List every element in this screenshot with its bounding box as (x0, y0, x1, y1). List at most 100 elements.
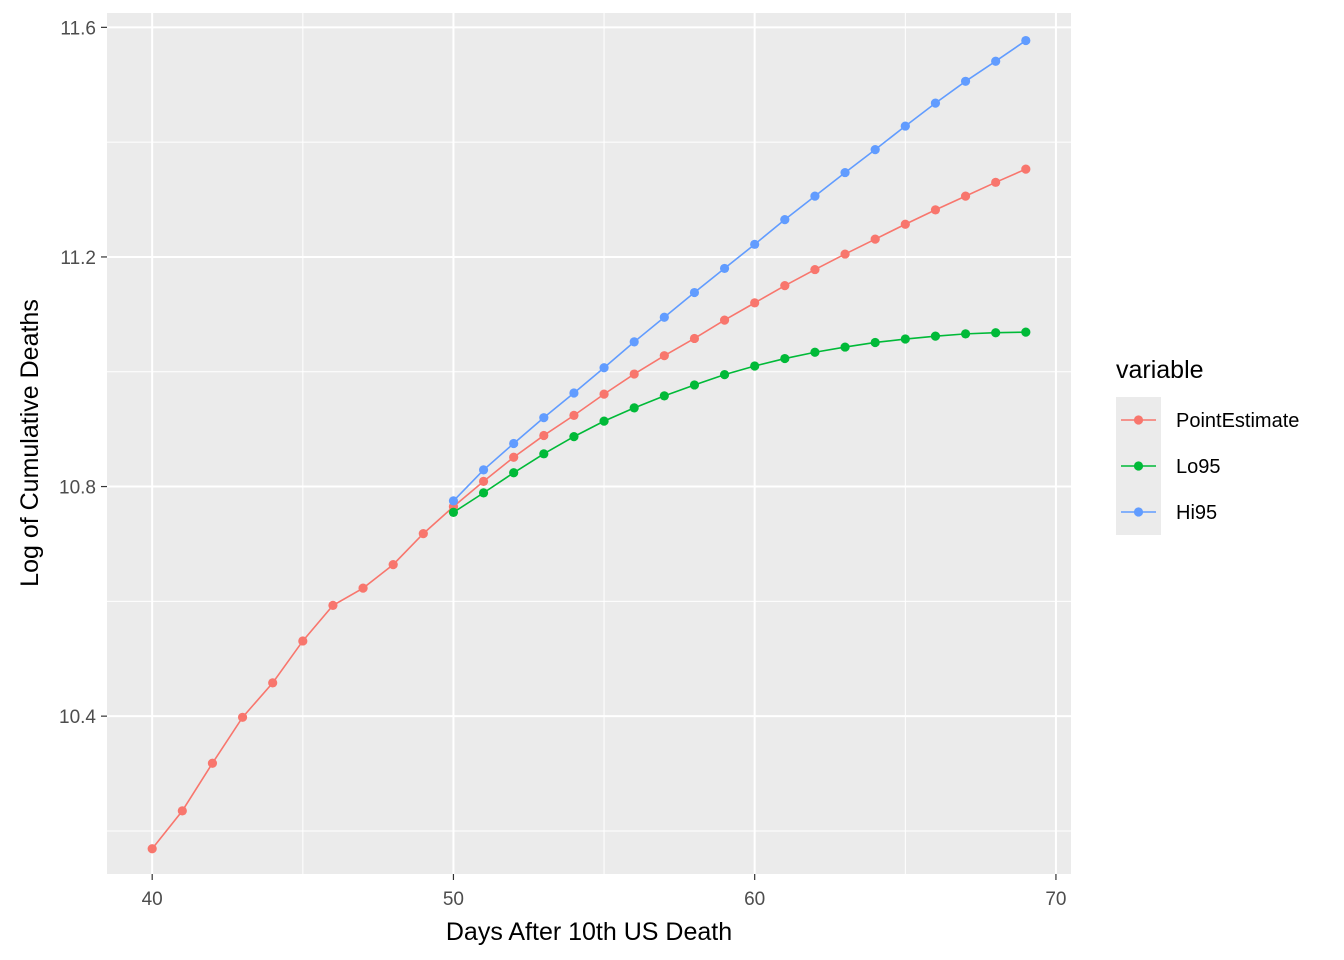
data-point (810, 191, 820, 201)
data-point (629, 403, 639, 413)
data-point (478, 476, 489, 486)
y-tick-label: 11.6 (60, 18, 96, 39)
data-point (780, 353, 790, 364)
data-point (147, 844, 157, 854)
data-point (810, 264, 820, 275)
series-lo95 (448, 327, 1031, 517)
data-point (1021, 327, 1031, 337)
legend-item-hi95: Hi95 (1121, 502, 1217, 524)
data-point (629, 337, 639, 347)
data-point (689, 380, 700, 390)
data-point (780, 215, 790, 225)
data-point (448, 496, 459, 506)
data-point (719, 370, 730, 380)
data-point (509, 438, 519, 449)
data-point (960, 191, 971, 201)
data-point (599, 363, 609, 373)
data-point (237, 712, 248, 722)
x-tick-label: 70 (1045, 889, 1066, 910)
data-point (900, 219, 910, 229)
series-line (453, 331, 1026, 514)
plot-panel (107, 13, 1071, 874)
data-point (1021, 35, 1031, 46)
data-point (840, 249, 850, 259)
data-point (509, 452, 519, 462)
x-axis: 40 50 60 70 (142, 874, 1067, 910)
data-point (629, 369, 639, 379)
data-point (539, 449, 549, 459)
data-point (599, 389, 609, 399)
data-point (900, 334, 910, 344)
data-point (478, 465, 489, 475)
legend: variable PointEstimate Lo95 Hi95 (1116, 356, 1299, 535)
data-point (1021, 164, 1031, 174)
data-point (840, 167, 850, 178)
data-point (539, 413, 549, 423)
data-point (569, 388, 579, 398)
y-tick-label: 10.4 (59, 707, 96, 728)
minor-gridlines (107, 13, 1071, 874)
x-tick-label: 50 (443, 889, 464, 910)
legend-key-point (1133, 415, 1144, 425)
data-point (298, 636, 308, 646)
data-point (930, 205, 941, 215)
legend-label: Lo95 (1176, 456, 1221, 478)
series-line (452, 39, 1027, 502)
data-point (870, 234, 880, 244)
series-line (151, 168, 1027, 850)
data-point (177, 806, 187, 816)
data-point (659, 391, 669, 401)
major-gridlines (107, 13, 1071, 874)
y-tick-label: 10.8 (59, 478, 96, 499)
data-point (569, 410, 579, 420)
data-point (569, 432, 579, 442)
data-point (930, 98, 941, 108)
series-layer (147, 35, 1031, 854)
data-point (900, 121, 910, 131)
data-point (388, 560, 398, 570)
data-point (268, 678, 278, 688)
data-point (991, 328, 1001, 338)
data-point (659, 312, 669, 322)
data-point (539, 430, 549, 441)
legend-item-lo95: Lo95 (1121, 456, 1221, 478)
y-tick-label: 11.2 (60, 248, 96, 269)
data-point (750, 239, 760, 249)
legend-title: variable (1116, 356, 1204, 384)
x-tick-label: 40 (142, 889, 163, 910)
y-axis-title: Log of Cumulative Deaths (16, 299, 44, 587)
data-point (750, 361, 760, 371)
data-point (991, 56, 1001, 66)
data-point (448, 507, 459, 517)
legend-label: PointEstimate (1176, 410, 1299, 432)
y-axis: 10.4 10.8 11.2 11.6 (59, 18, 107, 728)
data-point (689, 333, 700, 344)
data-point (870, 145, 880, 155)
data-point (780, 281, 790, 291)
series-hi95 (448, 35, 1031, 506)
data-point (840, 342, 850, 352)
data-point (719, 263, 730, 274)
data-point (689, 287, 700, 298)
x-tick-label: 60 (744, 889, 765, 910)
data-point (991, 177, 1001, 187)
data-point (750, 298, 760, 308)
legend-label: Hi95 (1176, 502, 1217, 524)
data-point (599, 416, 609, 426)
data-point (810, 347, 820, 357)
data-point (960, 76, 971, 86)
legend-item-pointestimate: PointEstimate (1121, 410, 1299, 432)
x-axis-title: Days After 10th US Death (446, 918, 732, 946)
data-point (418, 529, 428, 539)
data-point (207, 758, 218, 768)
data-point (870, 337, 880, 348)
series-pointestimate (147, 164, 1031, 854)
data-point (719, 315, 730, 325)
data-point (358, 583, 368, 593)
data-point (509, 468, 519, 478)
data-point (478, 488, 489, 498)
data-point (960, 329, 971, 339)
data-point (930, 331, 941, 341)
data-point (659, 351, 669, 361)
